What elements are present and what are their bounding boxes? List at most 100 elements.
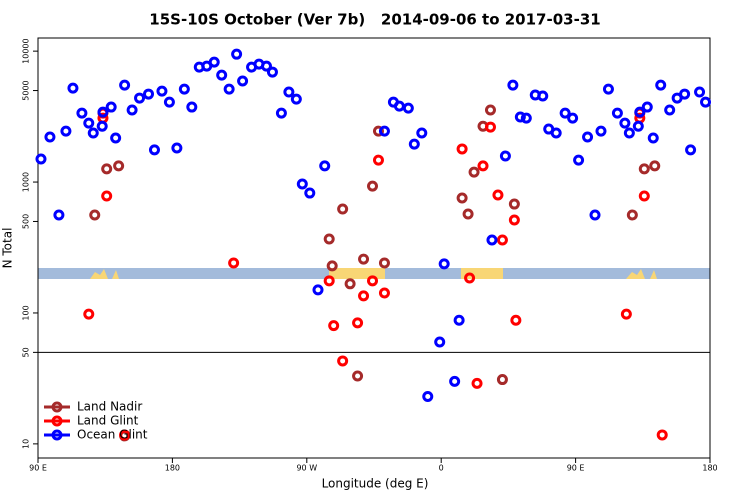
point — [67, 82, 79, 94]
x-tick-label: 180 — [165, 464, 180, 473]
point — [655, 79, 667, 91]
point — [171, 142, 183, 154]
point — [119, 79, 131, 91]
point — [228, 257, 240, 269]
chart-title: 15S-10S October (Ver 7b) 2014-09-06 to 2… — [149, 11, 600, 29]
point — [60, 125, 72, 137]
point — [275, 107, 287, 119]
x-tick-label: 180 — [702, 464, 717, 473]
point — [352, 370, 364, 382]
point — [510, 314, 522, 326]
point — [337, 355, 349, 367]
legend-marker — [51, 401, 63, 413]
point — [449, 375, 461, 387]
point — [319, 160, 331, 172]
point — [323, 233, 335, 245]
point — [611, 107, 623, 119]
point — [573, 154, 585, 166]
point — [595, 125, 607, 137]
point — [352, 317, 364, 329]
point — [477, 160, 489, 172]
x-tick-label: 90 E — [567, 464, 585, 473]
point — [649, 160, 661, 172]
surface-band — [38, 268, 710, 279]
point — [492, 189, 504, 201]
point — [143, 88, 155, 100]
point — [484, 121, 496, 133]
point — [402, 102, 414, 114]
point — [113, 160, 125, 172]
point — [326, 260, 338, 272]
point — [679, 88, 691, 100]
point — [647, 132, 659, 144]
point — [582, 131, 594, 143]
point — [632, 120, 644, 132]
point — [105, 101, 117, 113]
point — [110, 132, 122, 144]
point — [620, 308, 632, 320]
point — [537, 90, 549, 102]
point — [456, 192, 468, 204]
point — [83, 308, 95, 320]
y-tick-label: 10000 — [22, 38, 31, 63]
y-tick-label: 10 — [22, 439, 31, 449]
point — [44, 131, 56, 143]
point — [344, 278, 356, 290]
legend-marker — [51, 429, 63, 441]
point — [304, 187, 316, 199]
point — [231, 48, 243, 60]
point — [312, 284, 324, 296]
point — [496, 234, 508, 246]
point — [664, 104, 676, 116]
point — [456, 143, 468, 155]
point — [378, 125, 390, 137]
point — [408, 138, 420, 150]
point — [567, 112, 579, 124]
point — [372, 154, 384, 166]
point — [638, 190, 650, 202]
point — [53, 209, 65, 221]
point — [378, 257, 390, 269]
point — [589, 209, 601, 221]
point — [372, 125, 384, 137]
y-tick-label: 1000 — [22, 172, 31, 192]
point — [468, 166, 480, 178]
point — [471, 377, 483, 389]
point — [178, 83, 190, 95]
point — [101, 190, 113, 202]
point — [101, 163, 113, 175]
point — [623, 127, 635, 139]
x-axis-label: Longitude (deg E) — [322, 477, 429, 491]
point — [119, 429, 131, 441]
point — [434, 336, 446, 348]
point — [416, 127, 428, 139]
legend-label: Land Nadir — [77, 400, 142, 414]
point — [156, 85, 168, 97]
point — [393, 100, 405, 112]
x-tick-label: 0 — [439, 464, 444, 473]
point — [694, 86, 706, 98]
point — [559, 107, 571, 119]
point — [634, 106, 646, 118]
point — [89, 209, 101, 221]
point — [328, 320, 340, 332]
point — [208, 56, 220, 68]
point — [602, 83, 614, 95]
point — [507, 79, 519, 91]
point — [550, 127, 562, 139]
point — [35, 153, 47, 165]
x-tick-label: 90 E — [29, 464, 47, 473]
legend-label: Land Glint — [77, 414, 139, 428]
legend-label: Ocean Glint — [77, 428, 148, 442]
point — [296, 178, 308, 190]
point — [260, 60, 272, 72]
point — [283, 86, 295, 98]
point — [216, 69, 228, 81]
point — [83, 117, 95, 129]
point — [508, 198, 520, 210]
legend-marker — [51, 415, 63, 427]
plot-frame — [37, 37, 711, 459]
point — [290, 93, 302, 105]
point — [508, 214, 520, 226]
y-tick-label: 5000 — [22, 80, 31, 100]
